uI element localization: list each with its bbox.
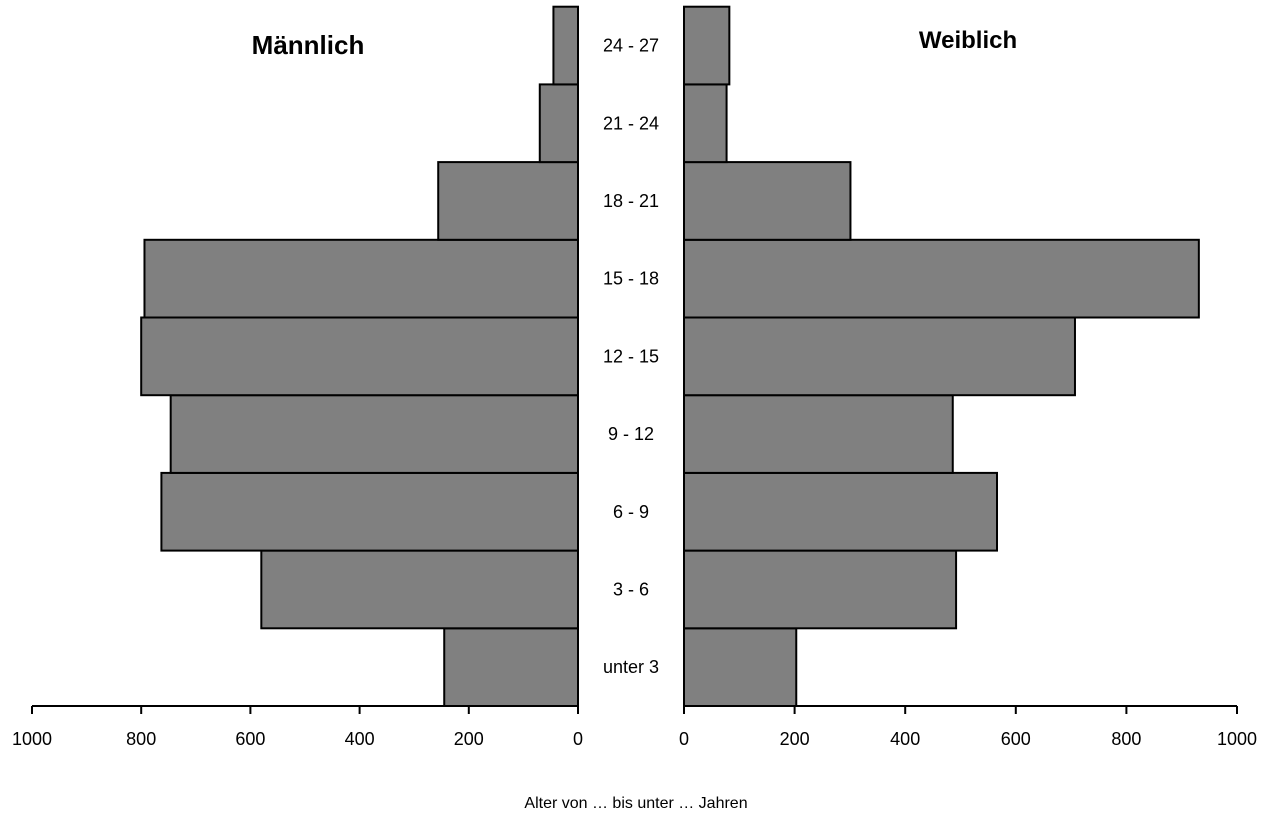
age-label: 3 - 6 (613, 579, 649, 599)
male-bars (140, 5, 580, 707)
age-label: unter 3 (603, 657, 659, 677)
age-label: 21 - 24 (603, 113, 659, 133)
tick-label: 1000 (12, 729, 52, 749)
tick-label: 200 (780, 729, 810, 749)
age-label: 15 - 18 (603, 269, 659, 289)
tick-label: 0 (573, 729, 583, 749)
tick-label: 1000 (1217, 729, 1257, 749)
male-bar (538, 83, 580, 164)
female-bar (683, 471, 998, 552)
tick-label: 800 (126, 729, 156, 749)
female-bar (683, 161, 852, 241)
title-female: Weiblich (919, 27, 1017, 54)
female-bar (683, 83, 728, 164)
tick-label: 800 (1111, 729, 1141, 749)
age-label: 12 - 15 (603, 346, 659, 366)
x-axis-caption: Alter von … bis unter … Jahren (524, 795, 747, 812)
tick-label: 0 (679, 729, 689, 749)
tick-label: 600 (235, 729, 265, 749)
age-label: 6 - 9 (613, 502, 649, 522)
tick-label: 600 (1001, 729, 1031, 749)
left-x-ticks: 1000 800 600 400 200 0 (12, 706, 583, 749)
female-bar (683, 394, 954, 474)
female-bar (683, 316, 1076, 397)
right-x-ticks: 0 200 400 600 800 1000 (679, 706, 1257, 749)
female-bar (683, 627, 798, 707)
male-bar (260, 549, 579, 630)
age-group-labels: unter 3 3 - 6 6 - 9 9 - 12 12 - 15 15 - 18 18 … (603, 36, 659, 678)
age-label: 24 - 27 (603, 36, 659, 56)
female-bar (683, 5, 731, 86)
female-bar (683, 549, 958, 630)
male-bar (437, 161, 579, 241)
title-male: Männlich (252, 30, 365, 60)
tick-label: 200 (454, 729, 484, 749)
tick-label: 400 (890, 729, 920, 749)
female-bar (683, 238, 1200, 319)
male-bar (443, 627, 580, 707)
male-bar (552, 5, 579, 86)
female-bars (683, 5, 1200, 707)
male-bar (143, 238, 579, 319)
male-bar (160, 471, 579, 552)
male-bar (169, 394, 580, 474)
male-bar (140, 316, 579, 397)
age-label: 18 - 21 (603, 191, 659, 211)
tick-label: 400 (345, 729, 375, 749)
age-label: 9 - 12 (608, 424, 654, 444)
